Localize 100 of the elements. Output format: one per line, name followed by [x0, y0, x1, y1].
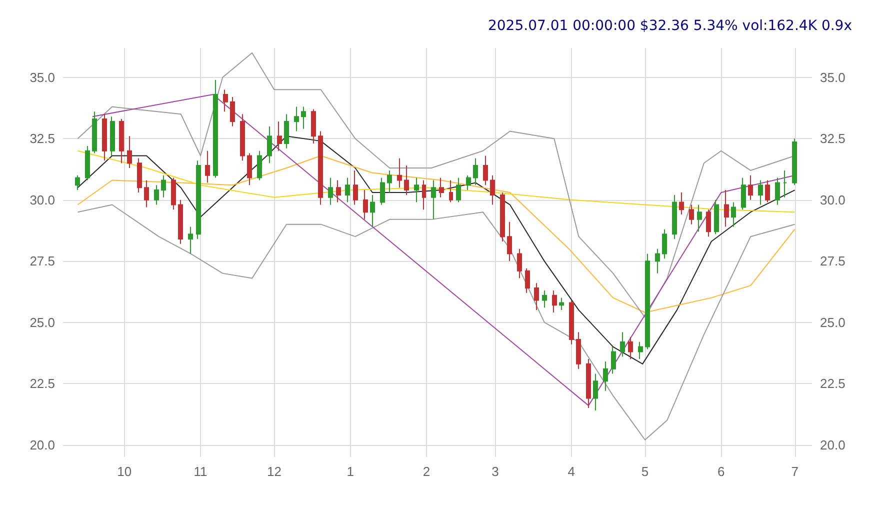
- x-tick-label: 2: [422, 464, 430, 479]
- x-tick-label: 10: [117, 464, 132, 479]
- candlestick: [301, 106, 306, 130]
- candlestick: [328, 177, 333, 206]
- x-tick-label: 1: [346, 464, 354, 479]
- candlestick: [775, 177, 780, 206]
- candlestick: [213, 79, 218, 178]
- candlestick: [559, 297, 564, 311]
- candlestick: [662, 228, 667, 260]
- candlestick: [178, 199, 183, 244]
- candlestick: [525, 268, 530, 294]
- candlestick: [284, 114, 289, 149]
- candlestick: [628, 336, 633, 360]
- candlestick: [137, 158, 142, 193]
- y-tick-label: 25.0: [30, 314, 55, 330]
- candlestick: [655, 248, 660, 274]
- candlestick: [724, 190, 729, 228]
- candlestick: [257, 150, 262, 181]
- candlestick: [517, 248, 522, 279]
- candlestick: [277, 120, 282, 152]
- candlestick: [171, 177, 176, 210]
- candlestick: [387, 170, 392, 193]
- y-tick-label: 22.5: [30, 376, 55, 392]
- candlestick: [449, 180, 453, 203]
- x-tick-label: 3: [492, 464, 499, 479]
- candlestick: [127, 136, 132, 169]
- line-series: [77, 136, 796, 364]
- y-tick-label: 32.5: [30, 131, 55, 146]
- candlestick: [439, 177, 444, 198]
- y-tick-label: 35.0: [30, 70, 55, 85]
- y2-tick-label: 27.5: [820, 254, 846, 269]
- candlestick: [586, 358, 591, 409]
- candlestick: [748, 174, 753, 200]
- candlestick: [431, 180, 436, 220]
- y2-tick-label: 32.5: [820, 131, 846, 146]
- candlestick: [353, 170, 358, 206]
- candlestick: [205, 150, 210, 184]
- candlestick: [75, 174, 80, 191]
- y-tick-label: 20.0: [30, 437, 55, 452]
- candlestick: [161, 174, 166, 198]
- candlestick: [363, 190, 368, 220]
- candlestick: [154, 184, 159, 206]
- chart-title: 2025.07.01 00:00:00 $32.36 5.34% vol:162.4K 0.9x: [488, 18, 852, 34]
- candlestick: [741, 177, 746, 210]
- candlestick: [500, 192, 505, 242]
- candlestick: [223, 89, 228, 112]
- candlestick: [731, 202, 736, 228]
- candlestick: [422, 180, 426, 210]
- candlestick: [240, 114, 245, 162]
- y-tick-label: 27.5: [30, 254, 55, 269]
- candlestick: [345, 177, 350, 203]
- line-series: [77, 150, 796, 213]
- candlestick: [534, 282, 539, 311]
- candlestick: [706, 209, 711, 238]
- candlestick: [542, 290, 547, 308]
- x-tick-label: 12: [266, 464, 282, 479]
- candlestick: [473, 158, 478, 186]
- candlestick: [689, 204, 694, 225]
- candlestick: [679, 192, 684, 216]
- candlestick: [188, 226, 193, 254]
- candlestick: [611, 346, 616, 374]
- candlestick: [294, 106, 299, 132]
- candlestick: [85, 145, 90, 181]
- candlestick: [397, 158, 402, 188]
- candlestick: [758, 180, 763, 206]
- candlestick: [792, 138, 797, 186]
- candlestick: [507, 221, 512, 262]
- candlestick: [603, 360, 608, 392]
- y2-tick-label: 35.0: [820, 70, 846, 85]
- candlestick: [620, 332, 625, 358]
- candlestick: [414, 177, 419, 203]
- x-tick-label: 4: [568, 464, 575, 479]
- candlestick: [311, 108, 316, 144]
- x-tick-label: 7: [791, 464, 798, 479]
- candlestick: [466, 174, 471, 191]
- candlestick: [247, 152, 252, 186]
- candlestick: [318, 130, 323, 206]
- candlestick: [645, 253, 650, 350]
- candlestick: [267, 126, 272, 164]
- y2-tick-label: 25.0: [820, 314, 846, 330]
- candlestick: [490, 174, 495, 206]
- x-tick-label: 11: [194, 464, 208, 479]
- y2-tick-label: 20.0: [820, 437, 846, 452]
- candlestick: [110, 116, 115, 156]
- candlestick: [102, 114, 107, 162]
- candlestick: [119, 118, 124, 164]
- candlestick: [92, 111, 97, 154]
- x-tick-label: 6: [718, 464, 725, 479]
- candlestick: [456, 177, 461, 203]
- candlestick: [380, 177, 385, 206]
- y2-tick-label: 22.5: [820, 376, 846, 392]
- candlestick: [765, 180, 770, 203]
- candlestick: [783, 170, 787, 198]
- candlestick: [370, 194, 375, 228]
- candlestick: [638, 341, 643, 360]
- candlestick: [569, 300, 574, 345]
- candlestick: [483, 155, 488, 186]
- candlestick: [196, 160, 201, 240]
- candlestick: [672, 194, 677, 240]
- x-tick-label: 5: [641, 464, 649, 479]
